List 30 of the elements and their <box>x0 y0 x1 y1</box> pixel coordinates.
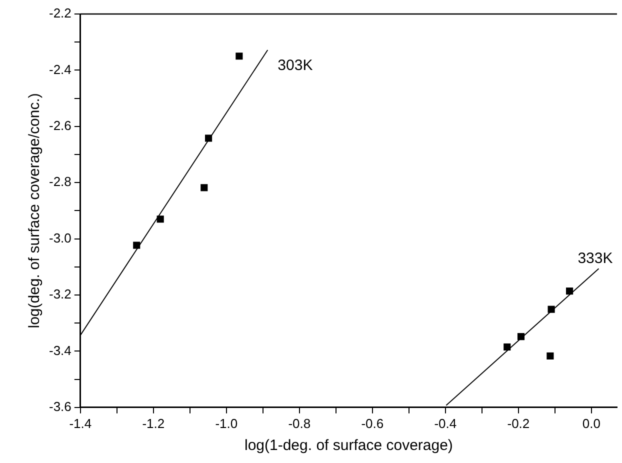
point <box>504 343 511 351</box>
point <box>566 288 574 295</box>
point <box>546 352 554 360</box>
y-tick-label: -2.8 <box>48 174 72 190</box>
point <box>204 134 212 142</box>
y-tick-label: -3.4 <box>48 342 72 358</box>
x-tick-label: -1.0 <box>215 416 238 431</box>
y-tick-label: -2.2 <box>48 6 72 21</box>
y-axis-title: log(deg. of surface coverage/conc.) <box>26 93 44 328</box>
x-tick-label: -0.6 <box>361 416 384 431</box>
point <box>156 216 164 223</box>
x-tick-label: -1.2 <box>142 416 165 431</box>
x-tick-label: -0.2 <box>507 416 530 431</box>
y-tick-label: -3.6 <box>48 398 72 414</box>
y-tick-label: -2.6 <box>48 118 72 133</box>
x-axis-title: log(1-deg. of surface coverage) <box>244 437 453 454</box>
y-tick-label: -3.0 <box>48 230 72 246</box>
point <box>517 333 525 340</box>
x-tick-label: -0.4 <box>434 416 457 431</box>
x-tick-label: -0.8 <box>288 416 311 431</box>
point <box>133 242 140 249</box>
y-tick-label: -3.2 <box>48 286 72 302</box>
annotation: 333K <box>578 250 613 268</box>
point <box>200 184 208 192</box>
x-tick-label: -1.4 <box>69 416 92 431</box>
x-tick-label: 0.0 <box>582 416 600 431</box>
point <box>236 52 243 60</box>
y-tick-label: -2.4 <box>48 62 72 77</box>
point <box>548 306 555 313</box>
annotation: 303K <box>278 57 313 74</box>
